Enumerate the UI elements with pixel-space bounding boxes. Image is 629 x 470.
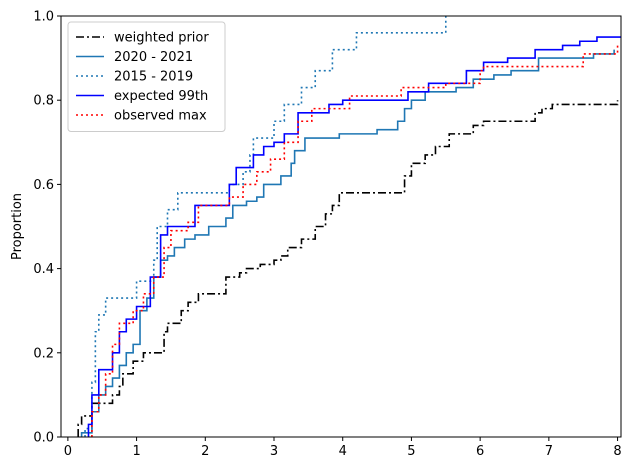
legend-frame — [67, 21, 226, 132]
x-axis: 0 1 2 3 4 5 6 7 8 — [64, 437, 622, 459]
legend-label: weighted prior — [114, 31, 209, 46]
x-tick-label: 7 — [545, 444, 553, 459]
y-axis-label: Proportion — [10, 193, 25, 260]
series-line-5 — [91, 45, 619, 437]
legend-label: 2015 - 2019 — [114, 70, 193, 85]
series-line-2 — [80, 49, 615, 437]
y-tick-label: 1.0 — [33, 10, 54, 25]
legend-label: observed max — [114, 109, 207, 124]
series-line-4 — [87, 36, 621, 437]
y-tick-label: 0.8 — [33, 94, 54, 109]
legend: weighted prior 2020 - 2021 2015 - 2019 expe… — [67, 21, 226, 132]
y-tick-label: 0.6 — [33, 178, 54, 193]
series-line-1 — [77, 100, 619, 437]
x-tick-label: 3 — [270, 444, 278, 459]
x-tick-label: 1 — [132, 444, 140, 459]
y-tick-label: 0.4 — [33, 262, 54, 277]
legend-label: 2020 - 2021 — [114, 50, 193, 65]
x-tick-label: 6 — [476, 444, 484, 459]
y-tick-label: 0.0 — [33, 431, 54, 446]
x-tick-label: 5 — [407, 444, 415, 459]
x-tick-label: 2 — [201, 444, 209, 459]
plot-frame — [60, 15, 622, 438]
y-tick-label: 0.2 — [33, 346, 54, 361]
x-tick-label: 4 — [339, 444, 347, 459]
series-layer — [77, 16, 621, 437]
legend-label: expected 99th — [114, 89, 208, 104]
x-tick-label: 0 — [64, 444, 72, 459]
y-axis: 0.0 0.2 0.4 0.6 0.8 1.0 — [33, 10, 61, 446]
x-tick-label: 8 — [613, 444, 621, 459]
